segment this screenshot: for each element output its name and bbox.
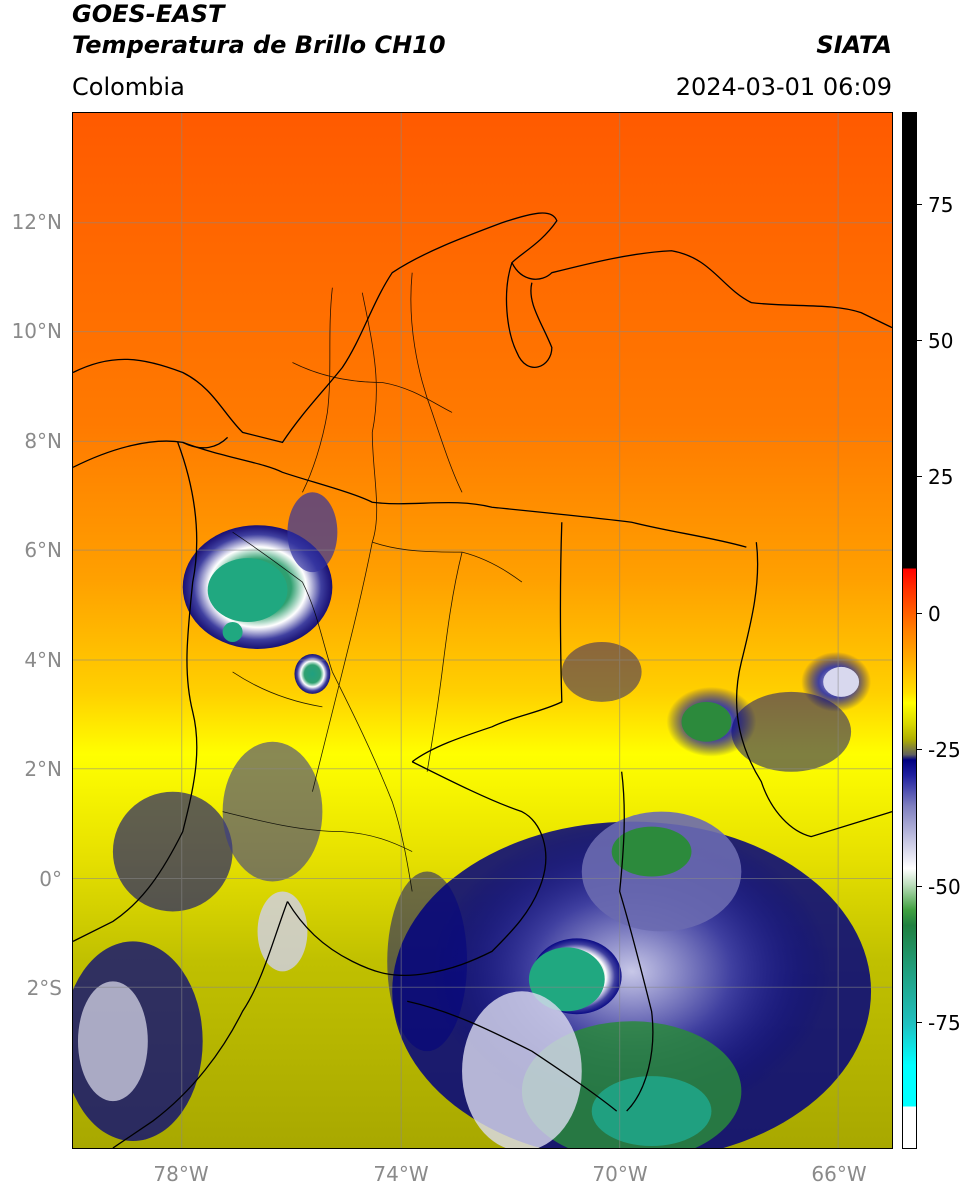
lon-label-74w: 74°W [373,1162,429,1186]
colorbar-tick [916,1022,922,1023]
lon-label-66w: 66°W [811,1162,867,1186]
colorbar-tick [916,476,922,477]
lat-label-0: 0° [39,867,62,891]
lon-label-70w: 70°W [592,1162,648,1186]
lon-label-78w: 78°W [153,1162,209,1186]
colorbar-label-minus25: -25 [928,738,961,762]
lat-label-6n: 6°N [24,538,62,562]
lat-label-4n: 4°N [24,648,62,672]
lat-label-8n: 8°N [24,429,62,453]
colorbar-label-25: 25 [928,465,954,489]
colorbar-tick [916,749,922,750]
region-label: Colombia [72,73,185,101]
colorbar-label-50: 50 [928,329,954,353]
colorbar-label-minus75: -75 [928,1011,961,1035]
colorbar [902,112,917,1149]
lat-label-2s: 2°S [26,976,62,1000]
colorbar-tick [916,340,922,341]
colorbar-label-0: 0 [928,602,941,626]
lat-label-2n: 2°N [24,757,62,781]
department-borders [222,272,523,892]
colorbar-label-minus50: -50 [928,875,961,899]
datetime-label: 2024-03-01 06:09 [675,73,892,101]
graticule [73,113,892,1148]
satellite-title: GOES-EAST [72,0,225,28]
colorbar-tick [916,613,922,614]
lat-label-12n: 12°N [11,210,62,234]
colorbar-tick [916,886,922,887]
coastline-borders [73,212,892,1148]
colorbar-tick [916,204,922,205]
agency-label: SIATA [816,31,892,59]
cloud-cover [73,492,872,1148]
product-title: Temperatura de Brillo CH10 [72,31,446,59]
map-canvas [73,113,892,1148]
colorbar-label-75: 75 [928,193,954,217]
lat-label-10n: 10°N [11,319,62,343]
satellite-map[interactable] [72,112,893,1149]
